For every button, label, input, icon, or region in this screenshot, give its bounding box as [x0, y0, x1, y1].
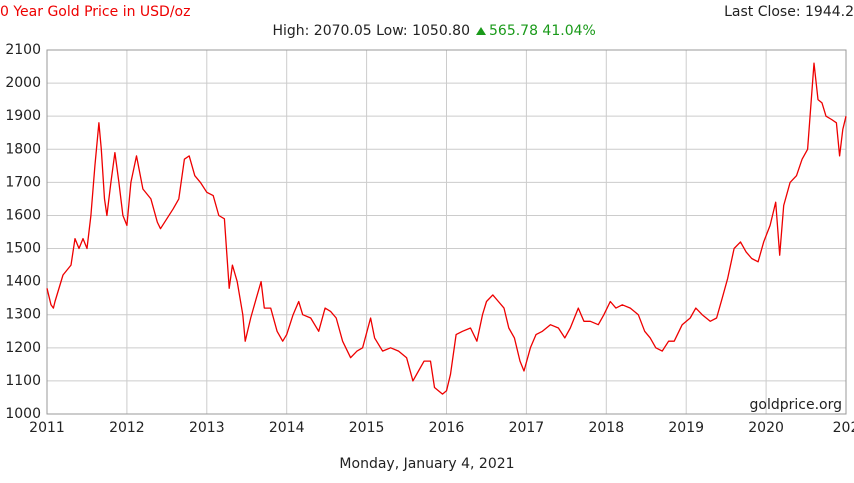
watermark: goldprice.org — [750, 397, 842, 413]
plot-border — [46, 49, 847, 415]
y-tick-label: 1800 — [5, 141, 41, 157]
x-tick-label: 2012 — [109, 420, 145, 436]
x-tick-label: 2019 — [668, 420, 704, 436]
x-tick-label: 202 — [833, 420, 854, 436]
x-tick-label: 2017 — [509, 420, 545, 436]
subtitle: High: 2070.05 Low: 1050.80 — [272, 23, 470, 39]
x-tick-label: 2014 — [269, 420, 305, 436]
y-tick-label: 1600 — [5, 207, 41, 223]
y-tick-label: 1400 — [5, 274, 41, 290]
y-tick-label: 1200 — [5, 340, 41, 356]
y-tick-label: 1500 — [5, 241, 41, 257]
y-tick-label: 1300 — [5, 307, 41, 323]
y-tick-label: 2100 — [5, 42, 41, 58]
x-tick-label: 2020 — [748, 420, 784, 436]
x-tick-label: 2016 — [429, 420, 465, 436]
x-tick-label: 2013 — [189, 420, 225, 436]
y-tick-label: 1900 — [5, 108, 41, 124]
y-tick-label: 2000 — [5, 75, 41, 91]
price-line — [46, 62, 847, 395]
date: Monday, January 4, 2021 — [339, 456, 514, 472]
x-tick-label: 2015 — [349, 420, 385, 436]
y-tick-label: 1100 — [5, 373, 41, 389]
last-close: Last Close: 1944.2 — [724, 4, 854, 20]
y-tick-label: 1000 — [5, 406, 41, 422]
change: 565.78 41.04% — [489, 23, 596, 39]
x-tick-label: 2011 — [29, 420, 65, 436]
y-tick-label: 1700 — [5, 174, 41, 190]
up-arrow — [476, 27, 486, 35]
chart-title: 0 Year Gold Price in USD/oz — [0, 4, 190, 20]
x-tick-label: 2018 — [588, 420, 624, 436]
